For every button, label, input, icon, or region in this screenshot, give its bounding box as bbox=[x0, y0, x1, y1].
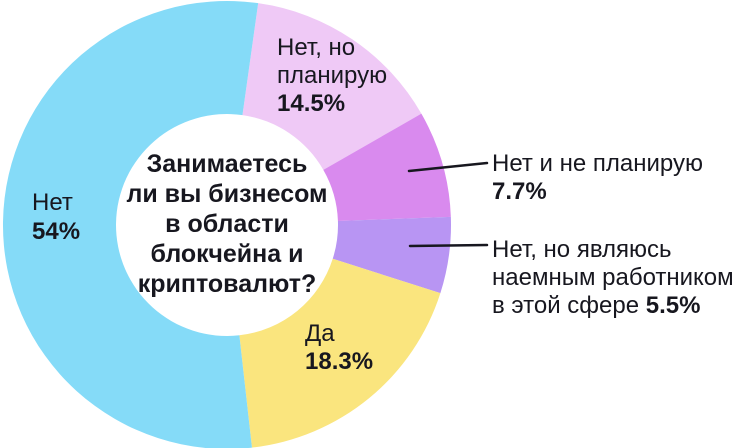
segment-label-planning-name: планирую bbox=[277, 62, 388, 89]
pie-segment-yes bbox=[239, 258, 441, 448]
callout-label-employee-name: наемным работником bbox=[492, 264, 734, 291]
callout-label-not-planning: Нет и не планирую 7.7% bbox=[492, 150, 703, 206]
callout-label-not-planning-pct: 7.7% bbox=[492, 178, 547, 205]
segment-label-no-pct: 54% bbox=[32, 218, 81, 245]
pie-segment-no bbox=[3, 1, 259, 448]
callout-label-employee: Нет, но являюсь наемным работником в это… bbox=[492, 236, 734, 320]
callout-label-employee-pct: 5.5% bbox=[645, 292, 701, 319]
segment-label-no: Нет 54% bbox=[32, 188, 80, 246]
chart-question-line: в области bbox=[165, 210, 289, 238]
segment-label-planning-name: Нет, но bbox=[277, 34, 356, 61]
segment-label-yes-name: Да bbox=[305, 320, 335, 347]
segment-label-planning: Нет, но планирую 14.5% bbox=[277, 34, 387, 118]
callout-label-not-planning-name: Нет и не планирую bbox=[492, 150, 703, 177]
pie-segment-no-and-not-planning bbox=[323, 113, 451, 221]
callout-label-employee-name: Нет, но являюсь bbox=[492, 236, 672, 263]
pie-segment-no-but-planning bbox=[242, 3, 422, 170]
donut-segments bbox=[3, 1, 451, 448]
chart-question-line: криптовалют? bbox=[137, 270, 317, 298]
pie-segment-no-but-employee bbox=[332, 216, 451, 294]
segment-label-planning-pct: 14.5% bbox=[277, 90, 346, 117]
chart-question-line: Занимаетесь bbox=[146, 150, 308, 178]
segment-label-yes-pct: 18.3% bbox=[305, 348, 374, 375]
segment-label-yes: Да 18.3% bbox=[305, 320, 373, 376]
chart-question: Занимаетесь ли вы бизнесом в области бло… bbox=[77, 149, 377, 299]
leader-line-employee bbox=[408, 243, 489, 248]
segment-label-no-name: Нет bbox=[32, 189, 73, 216]
chart-question-line: блокчейна и bbox=[150, 240, 304, 268]
leader-line-not-planning bbox=[407, 161, 489, 173]
callout-label-employee-name: в этой сфере 5.5% bbox=[492, 292, 701, 319]
chart-question-line: ли вы бизнесом bbox=[126, 180, 328, 208]
